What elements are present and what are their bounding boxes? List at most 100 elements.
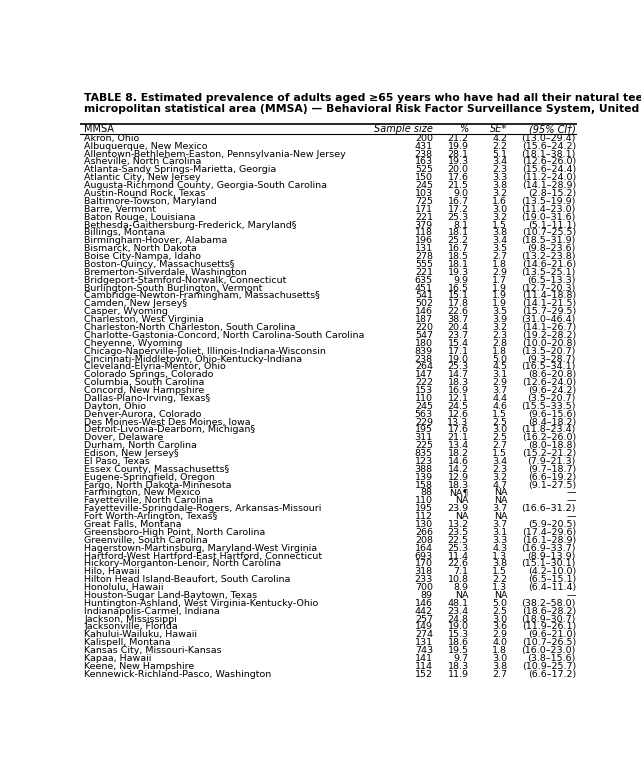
Text: 1.3: 1.3 [492,583,508,592]
Text: 23.4: 23.4 [447,607,469,616]
Text: (9.7–18.7): (9.7–18.7) [528,465,576,474]
Text: (15.5–33.5): (15.5–33.5) [521,402,576,411]
Text: 171: 171 [415,205,433,214]
Text: (15.6–24.2): (15.6–24.2) [522,142,576,151]
Text: (4.2–10.0): (4.2–10.0) [528,567,576,576]
Text: 21.5: 21.5 [447,181,469,190]
Text: 9.9: 9.9 [454,275,469,285]
Text: 2.2: 2.2 [492,575,508,584]
Text: 2.2: 2.2 [492,142,508,151]
Text: (13.0–29.4): (13.0–29.4) [522,134,576,143]
Text: 233: 233 [415,575,433,584]
Text: (12.7–20.3): (12.7–20.3) [522,284,576,292]
Text: 17.6: 17.6 [447,425,469,435]
Text: Des Moines-West Des Moines, Iowa: Des Moines-West Des Moines, Iowa [84,418,251,427]
Text: 245: 245 [415,181,433,190]
Text: 4.6: 4.6 [492,402,508,411]
Text: 18.3: 18.3 [447,662,469,671]
Text: 2.9: 2.9 [492,268,508,277]
Text: (19.2–28.2): (19.2–28.2) [522,331,576,340]
Text: (10.7–25.5): (10.7–25.5) [522,228,576,237]
Text: Dayton, Ohio: Dayton, Ohio [84,402,146,411]
Text: 2.7: 2.7 [492,441,508,451]
Text: 7.1: 7.1 [454,567,469,576]
Text: 3.0: 3.0 [492,654,508,663]
Text: (11.4–18.8): (11.4–18.8) [522,291,576,301]
Text: Hickory-Morganton-Lenoir, North Carolina: Hickory-Morganton-Lenoir, North Carolina [84,559,281,568]
Text: (14.1–21.5): (14.1–21.5) [522,299,576,308]
Text: 1.9: 1.9 [492,291,508,301]
Text: (6.6–17.2): (6.6–17.2) [528,670,576,679]
Text: (8.0–18.8): (8.0–18.8) [528,441,576,451]
Text: 2.5: 2.5 [492,418,508,427]
Text: 25.3: 25.3 [447,212,469,221]
Text: 3.0: 3.0 [492,425,508,435]
Text: 3.0: 3.0 [492,205,508,214]
Text: Charlotte-Gastonia-Concord, North Carolina-South Carolina: Charlotte-Gastonia-Concord, North Caroli… [84,331,365,340]
Text: 1.5: 1.5 [492,221,508,230]
Text: 4.3: 4.3 [492,543,508,552]
Text: (11.4–23.0): (11.4–23.0) [522,205,576,214]
Text: 2.8: 2.8 [492,339,508,348]
Text: Birmingham-Hoover, Alabama: Birmingham-Hoover, Alabama [84,236,228,245]
Text: (8.9–13.9): (8.9–13.9) [528,552,576,561]
Text: 195: 195 [415,425,433,435]
Text: 2.7: 2.7 [492,252,508,261]
Text: 112: 112 [415,512,433,521]
Text: —: — [567,591,576,600]
Text: 158: 158 [415,481,433,489]
Text: Camden, New Jersey§: Camden, New Jersey§ [84,299,187,308]
Text: 12.9: 12.9 [447,473,469,482]
Text: 3.4: 3.4 [492,236,508,245]
Text: (15.2–21.2): (15.2–21.2) [522,449,576,458]
Text: 2.3: 2.3 [492,465,508,474]
Text: 525: 525 [415,165,433,174]
Text: 15.1: 15.1 [447,291,469,301]
Text: 3.6: 3.6 [492,622,508,632]
Text: Barre, Vermont: Barre, Vermont [84,205,156,214]
Text: —: — [567,496,576,505]
Text: (13.5–19.9): (13.5–19.9) [522,197,576,206]
Text: Asheville, North Carolina: Asheville, North Carolina [84,158,201,167]
Text: (18.1–38.1): (18.1–38.1) [522,150,576,158]
Text: MMSA: MMSA [84,124,114,135]
Text: 221: 221 [415,268,433,277]
Text: Essex County, Massachusetts§: Essex County, Massachusetts§ [84,465,229,474]
Text: 13.4: 13.4 [447,441,469,451]
Text: (16.9–33.7): (16.9–33.7) [521,543,576,552]
Text: Bismarck, North Dakota: Bismarck, North Dakota [84,244,197,253]
Text: 12.6: 12.6 [447,409,469,419]
Text: (5.1–11.1): (5.1–11.1) [528,221,576,230]
Text: (8.4–18.2): (8.4–18.2) [528,418,576,427]
Text: 3.4: 3.4 [492,158,508,167]
Text: 541: 541 [415,291,433,301]
Text: 48.1: 48.1 [447,599,469,608]
Text: 238: 238 [415,150,433,158]
Text: 118: 118 [415,228,433,237]
Text: Huntington-Ashland, West Virginia-Kentucky-Ohio: Huntington-Ashland, West Virginia-Kentuc… [84,599,319,608]
Text: 8.1: 8.1 [454,221,469,230]
Text: Austin-Round Rock, Texas: Austin-Round Rock, Texas [84,189,206,198]
Text: (13.5–20.7): (13.5–20.7) [522,346,576,355]
Text: (15.7–29.5): (15.7–29.5) [522,307,576,317]
Text: (15.6–24.4): (15.6–24.4) [522,165,576,174]
Text: 3.7: 3.7 [492,520,508,529]
Text: Farmington, New Mexico: Farmington, New Mexico [84,489,201,498]
Text: 1.9: 1.9 [492,284,508,292]
Text: 24.8: 24.8 [447,615,469,623]
Text: 222: 222 [415,378,433,387]
Text: 123: 123 [415,457,433,466]
Text: 9.0: 9.0 [454,189,469,198]
Text: 130: 130 [415,520,433,529]
Text: 3.5: 3.5 [492,244,508,253]
Text: (10.7–26.5): (10.7–26.5) [522,638,576,648]
Text: 5.0: 5.0 [492,355,508,364]
Text: Cincinnati-Middletown, Ohio-Kentucky-Indiana: Cincinnati-Middletown, Ohio-Kentucky-Ind… [84,355,302,364]
Text: 2.9: 2.9 [492,378,508,387]
Text: Cheyenne, Wyoming: Cheyenne, Wyoming [84,339,183,348]
Text: 4.7: 4.7 [492,481,508,489]
Text: 318: 318 [415,567,433,576]
Text: (16.0–23.0): (16.0–23.0) [522,646,576,655]
Text: (16.5–34.1): (16.5–34.1) [522,362,576,371]
Text: 266: 266 [415,528,433,537]
